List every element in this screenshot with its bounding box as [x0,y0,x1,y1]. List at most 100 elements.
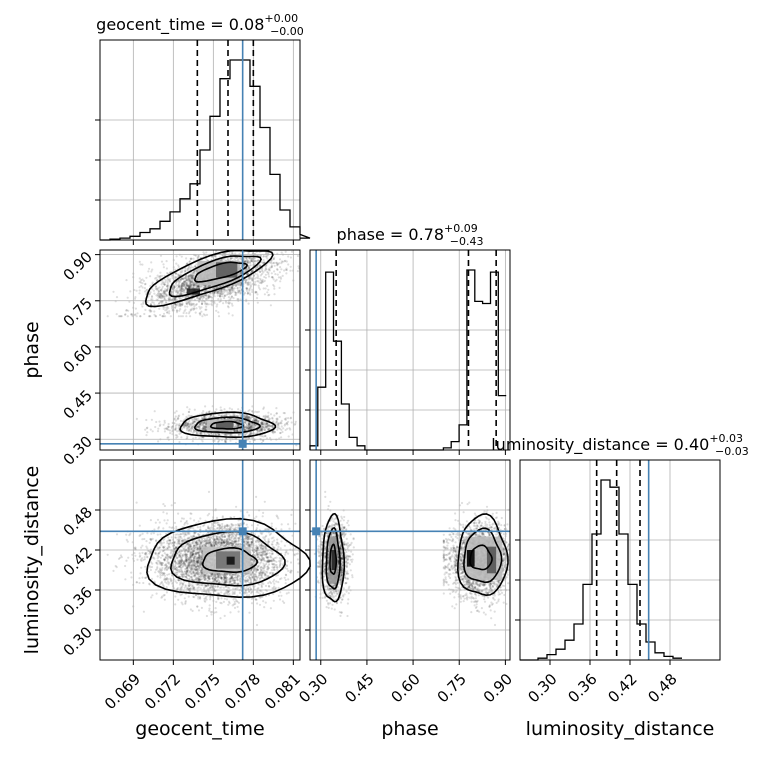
scatter-point [183,426,186,429]
scatter-point [245,286,248,290]
scatter-point [259,427,262,430]
scatter-point [280,262,283,265]
scatter-point [263,428,266,431]
scatter-point [223,433,226,436]
scatter-point [235,418,238,421]
scatter-point [283,544,286,547]
scatter-point [232,297,235,300]
scatter-point [245,287,248,290]
scatter-point [181,269,184,272]
scatter-point [165,427,168,430]
scatter-point [195,307,198,310]
scatter-point [166,428,169,431]
scatter-point [163,519,166,522]
scatter-point [188,419,191,423]
scatter-point [260,282,263,285]
scatter-point [230,286,234,289]
scatter-point [191,277,194,280]
scatter-point [171,430,174,433]
scatter-point [178,285,181,288]
scatter-point [202,421,205,425]
scatter-point [126,296,129,299]
scatter-point [143,287,146,290]
scatter-point [144,308,147,311]
scatter-point [217,315,221,318]
scatter-point [246,287,249,290]
scatter-point [197,432,200,435]
scatter-point [187,423,190,426]
scatter-point [117,315,121,318]
scatter-point [194,311,197,314]
scatter-point [184,269,187,272]
scatter-point [221,290,224,293]
scatter-point [197,254,200,258]
scatter-point [198,426,201,429]
scatter-point [276,423,279,426]
scatter-point [270,272,273,275]
scatter-point [162,281,165,284]
scatter-point [221,258,224,261]
scatter-point [291,250,294,253]
scatter-point [167,422,170,426]
scatter-point [236,428,239,432]
scatter-point [143,312,146,316]
scatter-point [135,289,138,292]
scatter-point [268,436,272,440]
scatter-point [217,311,220,314]
scatter-point [223,433,226,436]
scatter-point [191,427,194,431]
scatter-point [193,272,197,275]
scatter-point [258,288,262,291]
scatter-point [214,433,218,436]
scatter-point [185,257,188,260]
scatter-point [206,297,209,300]
scatter-point [198,312,201,315]
scatter-point [165,260,168,263]
scatter-point [190,285,193,289]
scatter-point [145,276,148,279]
scatter-point [190,302,193,305]
scatter-point [147,315,151,318]
scatter-point [193,430,196,433]
scatter-point [279,422,282,425]
scatter-point [124,313,127,316]
scatter-point [169,278,172,281]
scatter-point [246,282,249,285]
scatter-point [174,306,177,309]
scatter-point [263,428,266,431]
scatter-point [178,309,181,312]
scatter-point [160,260,164,263]
scatter-point [265,422,268,425]
scatter-point [272,257,275,260]
scatter-point [210,303,213,306]
scatter-point [198,286,202,289]
scatter-point [285,417,288,420]
scatter-point [154,285,157,288]
scatter-point [247,276,250,280]
scatter-point [214,607,217,610]
scatter-point [189,275,193,278]
scatter-point [160,289,163,292]
scatter-point [254,272,257,275]
scatter-point [199,296,202,299]
scatter-point [134,307,137,310]
scatter-point [135,417,138,420]
scatter-point [144,428,147,431]
scatter-point [197,424,200,428]
scatter-point [256,411,259,414]
scatter-point [187,295,190,298]
scatter-point [262,280,265,283]
scatter-point [287,417,290,420]
scatter-point [149,428,152,431]
scatter-point [152,289,155,292]
scatter-point [162,295,165,298]
scatter-point [220,259,224,262]
scatter-point [221,295,224,298]
scatter-point [227,301,230,304]
scatter-point [193,420,196,423]
scatter-point [257,419,260,422]
scatter-point [246,291,250,294]
scatter-point [150,261,153,264]
scatter-point [243,260,246,263]
scatter-point [158,286,161,289]
